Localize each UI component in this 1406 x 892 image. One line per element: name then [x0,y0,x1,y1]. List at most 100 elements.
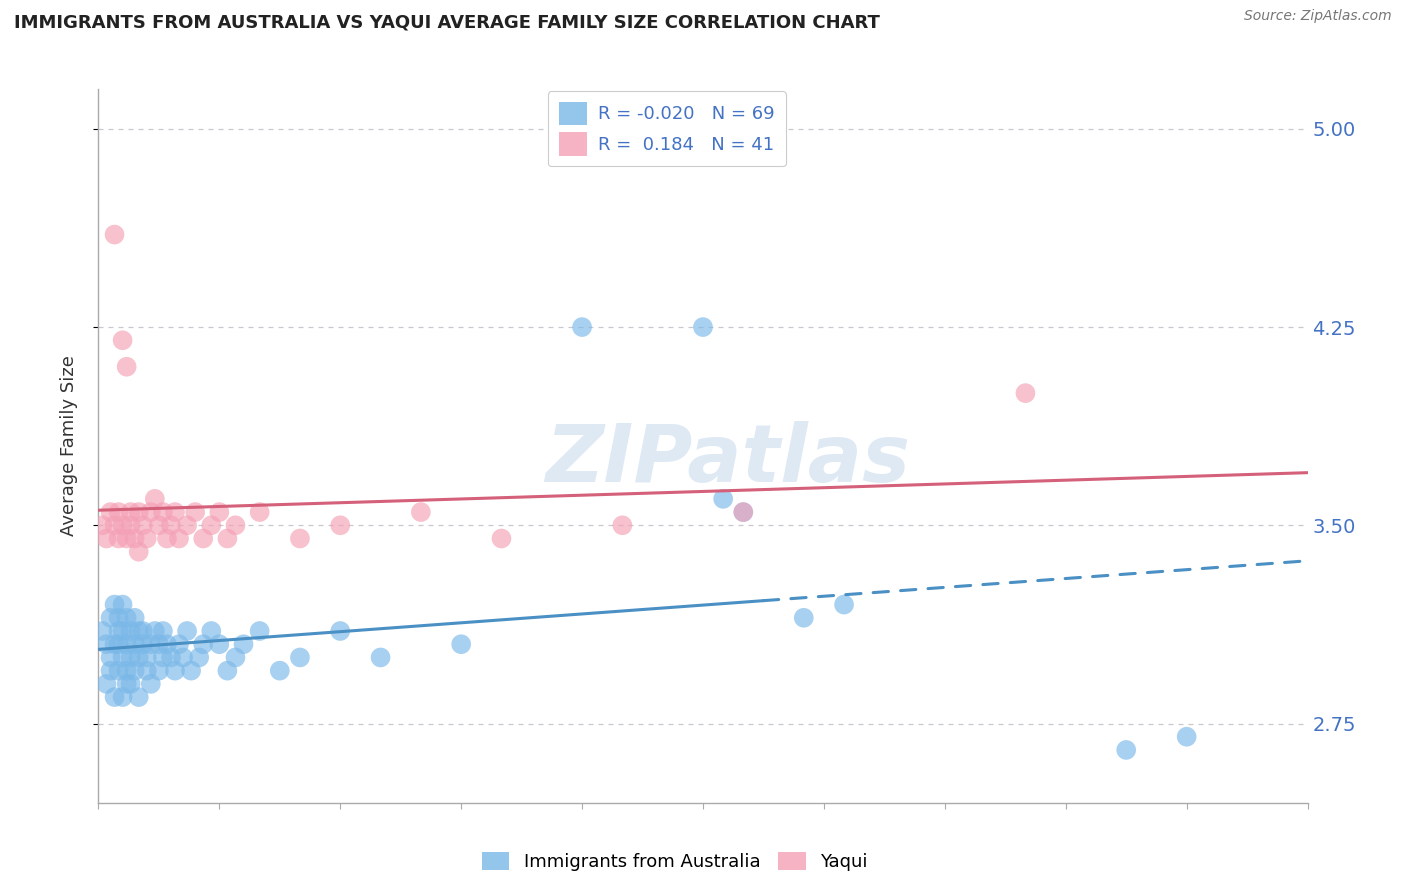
Legend: R = -0.020   N = 69, R =  0.184   N = 41: R = -0.020 N = 69, R = 0.184 N = 41 [548,91,786,167]
Point [91,518,114,533]
Point [135,664,157,678]
Point [491,532,513,546]
Point [128,624,150,638]
Point [132,637,155,651]
Point [571,320,593,334]
Point [160,650,183,665]
Point [793,611,815,625]
Point [100,650,122,665]
Point [208,637,231,651]
Point [120,505,142,519]
Point [143,491,166,506]
Point [1115,743,1137,757]
Point [111,333,134,347]
Point [120,624,142,638]
Point [288,532,311,546]
Point [167,637,190,651]
Point [111,518,134,533]
Point [329,518,352,533]
Point [143,624,166,638]
Point [167,532,190,546]
Point [612,518,634,533]
Point [692,320,714,334]
Point [148,664,170,678]
Point [115,664,138,678]
Point [249,624,271,638]
Point [124,637,146,651]
Point [124,611,146,625]
Point [139,505,162,519]
Point [450,637,472,651]
Point [132,518,155,533]
Point [100,505,122,519]
Point [193,637,215,651]
Point [128,545,150,559]
Point [224,650,246,665]
Y-axis label: Average Family Size: Average Family Size [59,356,77,536]
Point [148,637,170,651]
Point [100,611,122,625]
Point [111,690,134,704]
Point [217,664,239,678]
Point [139,637,162,651]
Point [152,505,174,519]
Point [269,664,291,678]
Point [180,664,202,678]
Point [288,650,311,665]
Point [188,650,211,665]
Text: Source: ZipAtlas.com: Source: ZipAtlas.com [1244,9,1392,23]
Point [163,505,186,519]
Point [1014,386,1036,401]
Point [733,505,755,519]
Point [176,624,198,638]
Point [96,637,118,651]
Point [107,611,129,625]
Point [156,532,179,546]
Point [329,624,352,638]
Point [148,518,170,533]
Point [107,664,129,678]
Point [96,532,118,546]
Point [232,637,254,651]
Point [200,518,222,533]
Point [135,650,157,665]
Point [120,518,142,533]
Point [103,637,125,651]
Point [107,532,129,546]
Text: IMMIGRANTS FROM AUSTRALIA VS YAQUI AVERAGE FAMILY SIZE CORRELATION CHART: IMMIGRANTS FROM AUSTRALIA VS YAQUI AVERA… [14,13,880,31]
Point [249,505,271,519]
Point [115,637,138,651]
Point [111,598,134,612]
Point [163,664,186,678]
Point [128,505,150,519]
Point [128,690,150,704]
Point [409,505,432,519]
Point [184,505,207,519]
Point [115,677,138,691]
Point [103,690,125,704]
Legend: Immigrants from Australia, Yaqui: Immigrants from Australia, Yaqui [475,845,875,879]
Point [200,624,222,638]
Point [193,532,215,546]
Point [107,637,129,651]
Point [370,650,392,665]
Text: ZIPatlas: ZIPatlas [544,421,910,500]
Point [217,532,239,546]
Point [139,677,162,691]
Point [160,518,183,533]
Point [156,637,179,651]
Point [176,518,198,533]
Point [152,650,174,665]
Point [128,650,150,665]
Point [103,227,125,242]
Point [711,491,734,506]
Point [96,677,118,691]
Point [111,624,134,638]
Point [172,650,194,665]
Point [120,650,142,665]
Point [91,624,114,638]
Point [107,624,129,638]
Point [115,532,138,546]
Point [103,518,125,533]
Point [107,505,129,519]
